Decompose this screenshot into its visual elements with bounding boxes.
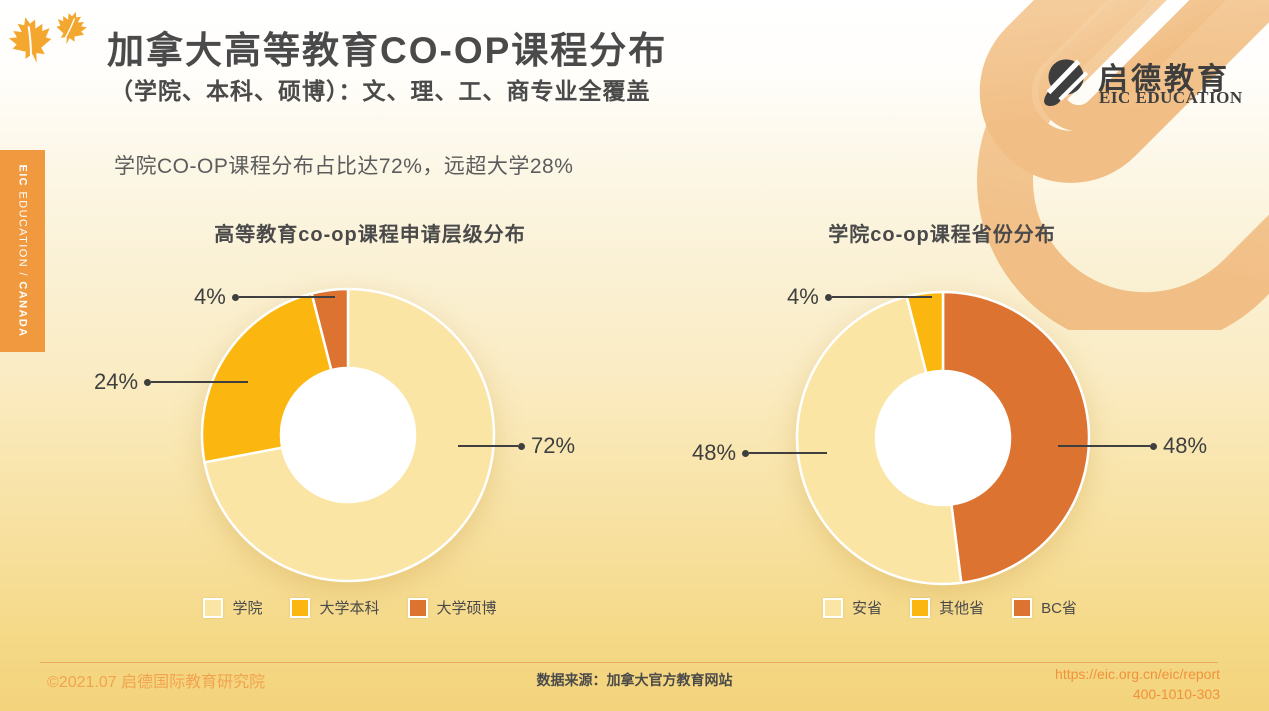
callout-undergrad-24: 24% xyxy=(94,369,249,395)
footer-url[interactable]: https://eic.org.cn/eic/report xyxy=(1055,666,1220,682)
footer-copyright: ©2021.07 启德国际教育研究院 xyxy=(47,674,266,691)
page-title: 加拿大高等教育CO-OP课程分布 xyxy=(107,30,668,71)
legend-swatch-other xyxy=(910,597,931,618)
callout-line xyxy=(1058,445,1150,447)
callout-dot xyxy=(824,293,832,301)
callout-dot xyxy=(231,293,239,301)
legend-province-distribution: 安省 其他省 BC省 xyxy=(770,597,1130,618)
maple-leaf-icon-small xyxy=(56,11,87,45)
callout-line xyxy=(749,452,828,454)
legend-label: 大学硕博 xyxy=(436,600,497,617)
legend-item: 学院 xyxy=(203,597,262,618)
legend-item: BC省 xyxy=(1012,597,1077,618)
callout-ontario-48: 48% xyxy=(692,440,828,466)
chart-title-level-distribution: 高等教育co-op课程申请层级分布 xyxy=(214,224,526,246)
legend-swatch-graduate xyxy=(407,597,428,618)
donut-slice-安省 xyxy=(795,295,963,586)
legend-swatch-bc xyxy=(1012,597,1033,618)
logo-subtitle: EIC EDUCATION xyxy=(1099,88,1243,107)
province-distribution-donut-chart xyxy=(795,290,1091,586)
legend-item: 安省 xyxy=(823,597,882,618)
footer-data-source: 数据来源：加拿大官方教育网站 xyxy=(536,672,733,688)
legend-swatch-undergrad xyxy=(290,597,311,618)
callout-label: 24% xyxy=(94,369,139,394)
legend-item: 大学硕博 xyxy=(407,597,497,618)
legend-item: 大学本科 xyxy=(290,597,380,618)
callout-college-72: 72% xyxy=(458,433,575,459)
callout-graduate-4: 4% xyxy=(194,284,335,310)
donut-slice-其他省 xyxy=(905,290,945,375)
callout-label: 48% xyxy=(692,440,737,465)
callout-label: 48% xyxy=(1163,433,1208,458)
legend-label: 学院 xyxy=(232,600,263,617)
legend-item: 其他省 xyxy=(910,597,984,618)
donut-slice-BC省 xyxy=(941,290,1091,585)
legend-level-distribution: 学院 大学本科 大学硕博 xyxy=(175,597,525,618)
callout-label: 4% xyxy=(787,284,819,309)
level-distribution-donut-chart xyxy=(200,287,496,583)
maple-leaf-icon xyxy=(8,17,52,63)
callout-line xyxy=(151,381,249,383)
legend-swatch-college xyxy=(203,597,224,618)
legend-label: 其他省 xyxy=(939,600,985,617)
callout-line xyxy=(458,445,518,447)
sidebar-banner: EIC EDUCATION / CANADA xyxy=(0,150,45,352)
donut-slice-大学硕博 xyxy=(310,287,350,372)
logo-name: 启德教育 xyxy=(1098,63,1230,96)
callout-dot xyxy=(144,378,152,386)
legend-label: 安省 xyxy=(852,600,883,617)
donut-slice-学院 xyxy=(203,287,496,583)
page-subtitle: （学院、本科、硕博）：文、理、工、商专业全覆盖 xyxy=(110,78,651,104)
callout-line xyxy=(831,296,932,298)
donut-hole xyxy=(874,369,1012,507)
sidebar-middle: EDUCATION / xyxy=(16,187,29,282)
footer-contact: https://eic.org.cn/eic/report 400-1010-3… xyxy=(1055,664,1220,704)
legend-label: BC省 xyxy=(1041,600,1077,617)
key-finding-text: 学院CO-OP课程分布占比达72%，远超大学28% xyxy=(114,155,574,178)
callout-dot xyxy=(1150,442,1157,450)
sidebar-brand: EIC xyxy=(16,164,29,188)
callout-label: 72% xyxy=(531,433,576,458)
sidebar-region: CANADA xyxy=(16,281,29,338)
legend-label: 大学本科 xyxy=(319,600,380,617)
callout-other-provinces-4: 4% xyxy=(787,284,932,310)
sidebar-banner-text: EIC EDUCATION / CANADA xyxy=(17,164,29,337)
footer-phone: 400-1010-303 xyxy=(1132,686,1220,702)
footer-divider xyxy=(40,662,1218,663)
callout-dot xyxy=(742,449,750,457)
callout-dot xyxy=(518,442,525,450)
donut-hole xyxy=(279,366,417,504)
eic-logo-icon xyxy=(1044,59,1089,107)
chart-title-province-distribution: 学院co-op课程省份分布 xyxy=(828,224,1056,246)
legend-swatch-ontario xyxy=(823,597,844,618)
callout-label: 4% xyxy=(194,284,226,309)
callout-line xyxy=(238,296,335,298)
donut-slice-大学本科 xyxy=(200,292,333,464)
callout-bc-48: 48% xyxy=(1058,433,1207,459)
